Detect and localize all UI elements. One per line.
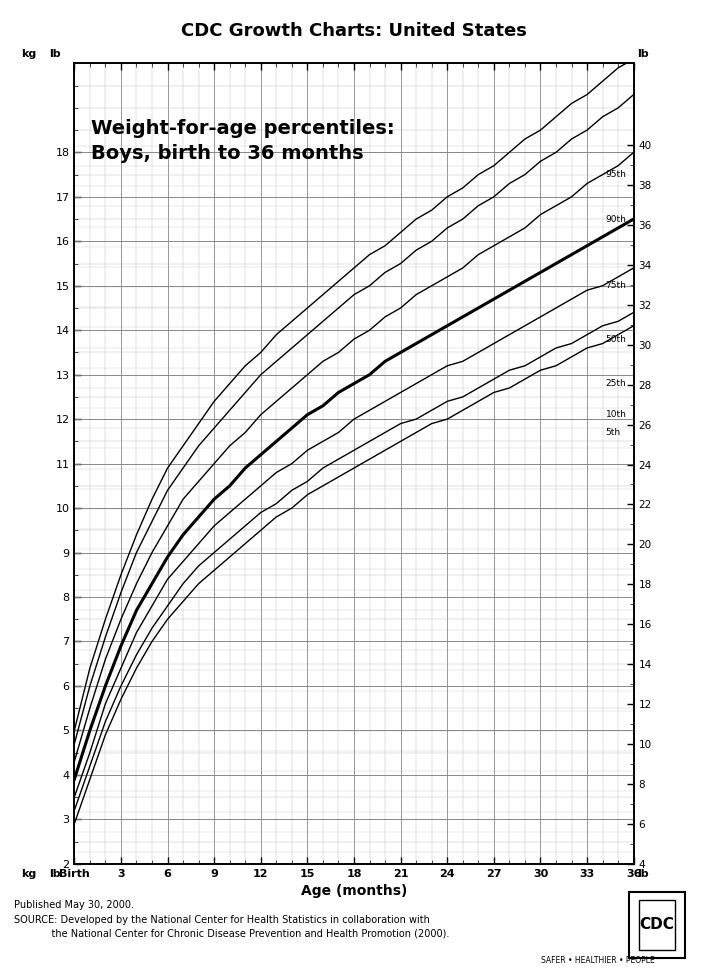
Text: CDC Growth Charts: United States: CDC Growth Charts: United States	[181, 22, 527, 40]
X-axis label: Age (months): Age (months)	[301, 884, 407, 898]
Bar	[629, 892, 685, 958]
Text: SOURCE: Developed by the National Center for Health Statistics in collaboration : SOURCE: Developed by the National Center…	[14, 915, 430, 924]
Text: 90th: 90th	[605, 215, 627, 224]
Text: Published May 30, 2000.: Published May 30, 2000.	[14, 900, 134, 910]
Text: 10th: 10th	[605, 410, 627, 419]
Text: 95th: 95th	[605, 170, 627, 179]
Text: kg: kg	[21, 869, 37, 878]
Text: lb: lb	[637, 49, 649, 59]
Text: lb: lb	[50, 869, 61, 878]
Text: lb: lb	[637, 869, 649, 878]
Text: 50th: 50th	[605, 335, 627, 344]
Text: the National Center for Chronic Disease Prevention and Health Promotion (2000).: the National Center for Chronic Disease …	[14, 928, 450, 938]
Text: 25th: 25th	[605, 379, 627, 388]
Text: 75th: 75th	[605, 281, 627, 290]
Text: kg: kg	[21, 49, 37, 59]
Text: Weight-for-age percentiles:
Boys, birth to 36 months: Weight-for-age percentiles: Boys, birth …	[91, 119, 395, 163]
Text: 5th: 5th	[605, 428, 621, 437]
Text: lb: lb	[50, 49, 61, 59]
Bar	[639, 900, 675, 950]
Text: CDC: CDC	[639, 917, 675, 932]
Bar	[629, 892, 685, 958]
Text: SAFER • HEALTHIER • PEOPLE™: SAFER • HEALTHIER • PEOPLE™	[541, 956, 663, 965]
